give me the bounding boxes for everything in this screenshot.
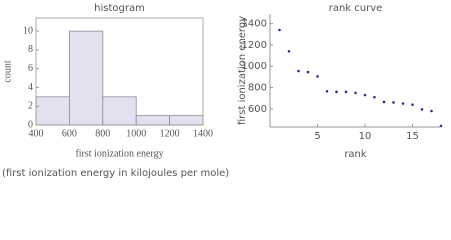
x-tick-label: 5 — [314, 131, 320, 142]
x-tick-label: 1400 — [193, 128, 213, 139]
frame — [35, 17, 204, 126]
point — [392, 101, 395, 104]
bar — [35, 96, 70, 126]
chart-title: rank curve — [329, 3, 383, 14]
chart-title: histogram — [94, 3, 145, 14]
y-tick-label: 1200 — [242, 40, 267, 51]
x-tick-label: 800 — [95, 128, 110, 139]
y-tick-label: 1000 — [242, 61, 267, 72]
page: (first ionization energy in kilojoules p… — [2, 3, 443, 179]
x-tick-label: 1000 — [126, 128, 146, 139]
bar — [69, 30, 104, 126]
point — [411, 103, 414, 106]
point — [382, 100, 386, 104]
point — [430, 109, 433, 113]
chart: histogram first ionization energy count 400… — [2, 3, 213, 159]
caption: (first ionization energy in kilojoules p… — [2, 168, 229, 179]
point — [401, 102, 405, 105]
bar — [135, 115, 170, 126]
point — [306, 70, 310, 74]
point — [278, 28, 281, 32]
point — [354, 91, 357, 95]
y-tick-label: 2 — [28, 101, 33, 112]
y-tick-label: 8 — [28, 44, 33, 55]
y-tick-label: 0 — [28, 119, 33, 130]
point — [344, 90, 348, 94]
y-tick-label: 6 — [28, 63, 33, 74]
x-axis-label: first ionization energy — [75, 148, 163, 159]
x-tick-label: 15 — [406, 131, 419, 142]
y-tick-label: 4 — [28, 82, 33, 93]
y-axis-label: count — [2, 60, 13, 82]
x-axis-label: rank — [344, 149, 367, 160]
y-tick-label: 800 — [248, 83, 267, 94]
bar — [102, 96, 137, 126]
point — [373, 95, 376, 99]
point — [297, 69, 300, 73]
point — [420, 108, 424, 111]
y-tick-label: 1400 — [242, 19, 267, 30]
point — [363, 93, 367, 97]
y-tick-label: 600 — [248, 104, 267, 115]
point — [316, 75, 319, 78]
bar — [169, 115, 204, 126]
point — [287, 50, 291, 53]
x-tick-label: 1200 — [160, 128, 180, 139]
y-axis-label: first ionization energy — [237, 16, 248, 125]
y-tick-label: 10 — [23, 25, 33, 36]
point — [325, 89, 329, 93]
x-tick-label: 400 — [29, 128, 44, 139]
chart: rank curve rank first ionization energy 5 10… — [237, 3, 443, 160]
x-tick-label: 600 — [62, 128, 77, 139]
point — [335, 90, 338, 94]
x-tick-label: 10 — [359, 131, 372, 142]
